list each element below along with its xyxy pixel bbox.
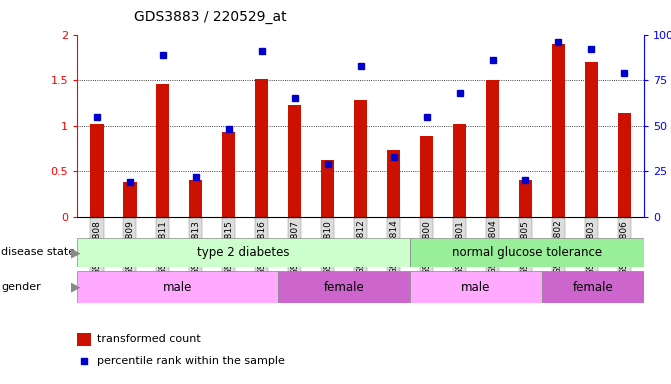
Bar [387, 151, 400, 217]
Text: female: female [324, 281, 364, 293]
Bar [156, 84, 170, 217]
Text: GDS3883 / 220529_at: GDS3883 / 220529_at [134, 10, 287, 23]
Text: percentile rank within the sample: percentile rank within the sample [97, 356, 285, 366]
Bar [255, 79, 268, 217]
Bar [189, 180, 203, 217]
Text: male: male [163, 281, 193, 293]
Bar [410, 238, 644, 267]
Bar [486, 80, 499, 217]
Text: gender: gender [1, 282, 41, 292]
Text: ▶: ▶ [71, 246, 81, 259]
Bar [420, 136, 433, 217]
Text: female: female [572, 281, 613, 293]
Text: normal glucose tolerance: normal glucose tolerance [452, 246, 602, 259]
Bar [288, 105, 301, 217]
Bar [91, 124, 103, 217]
Bar [585, 62, 598, 217]
Bar [542, 271, 644, 303]
Text: transformed count: transformed count [97, 334, 201, 344]
Text: disease state: disease state [1, 247, 75, 258]
Bar [354, 100, 367, 217]
Bar [519, 180, 532, 217]
Bar [410, 271, 542, 303]
Bar [77, 271, 278, 303]
Bar [321, 159, 334, 217]
Bar [618, 113, 631, 217]
Bar [278, 271, 410, 303]
Text: type 2 diabetes: type 2 diabetes [197, 246, 290, 259]
Bar [222, 132, 236, 217]
Text: male: male [462, 281, 491, 293]
Bar [77, 333, 91, 346]
Bar [552, 44, 565, 217]
Bar [77, 238, 410, 267]
Bar [453, 124, 466, 217]
Bar [123, 182, 136, 217]
Text: ▶: ▶ [71, 281, 81, 293]
